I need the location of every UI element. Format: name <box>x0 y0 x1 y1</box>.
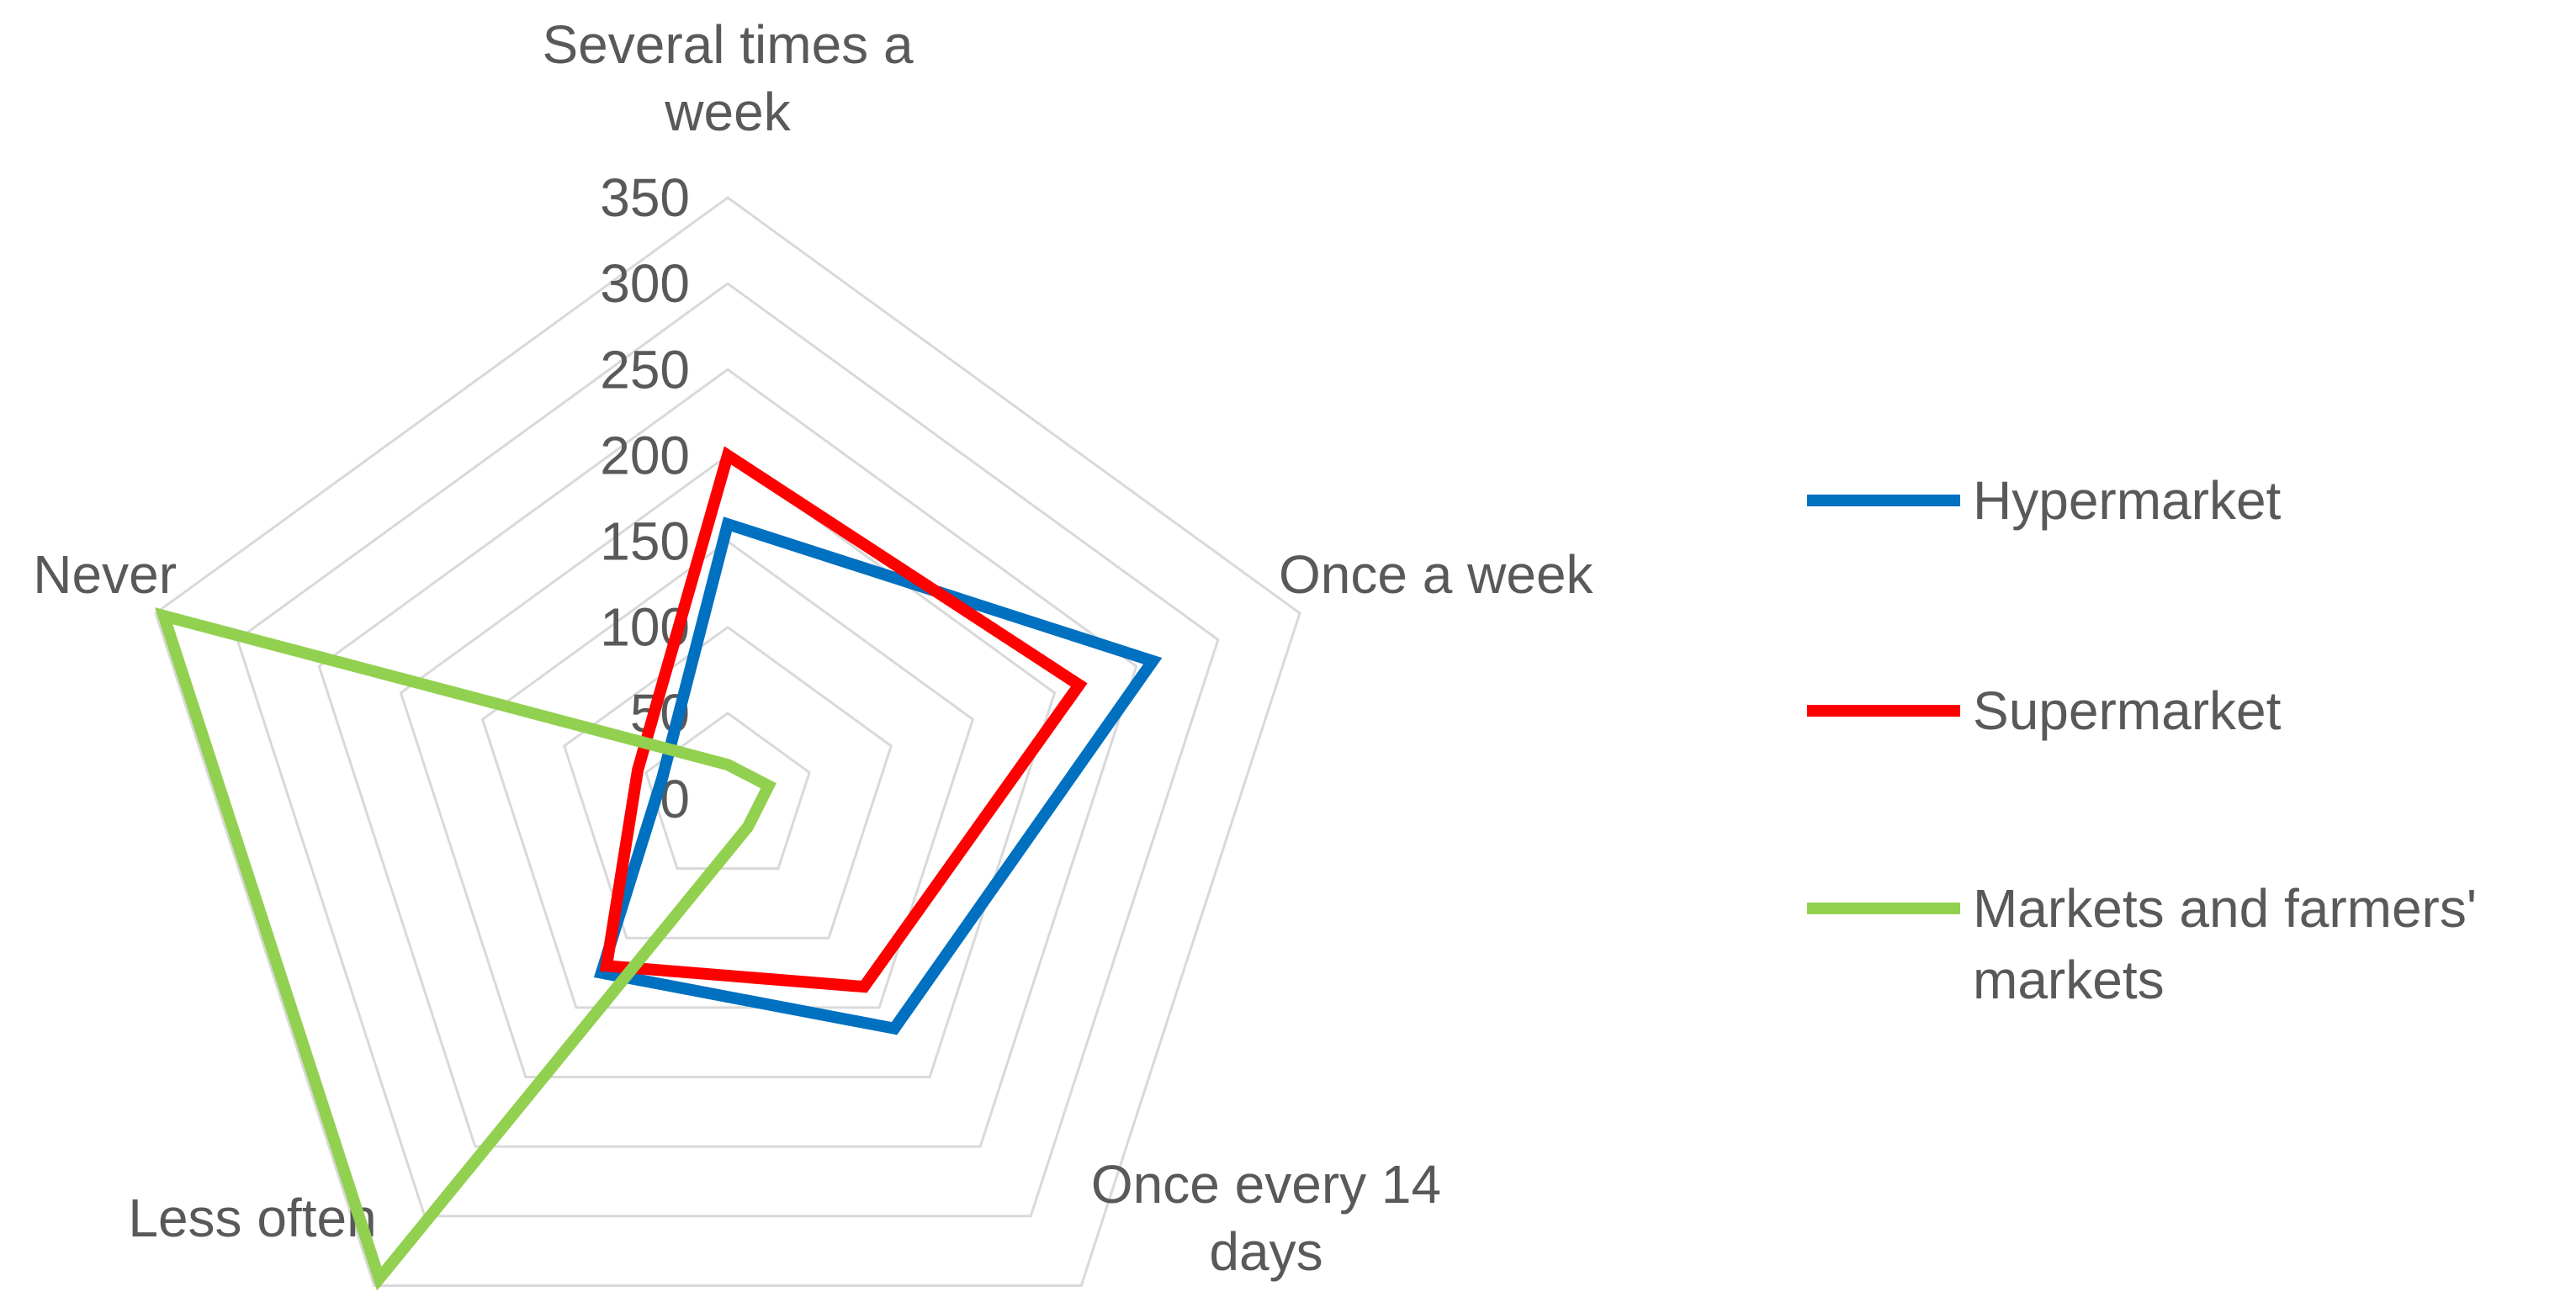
tick-label: 200 <box>600 425 690 485</box>
series-line-1 <box>593 516 1163 1035</box>
category-label: Several times a week <box>542 14 913 142</box>
legend-label: Hypermarket <box>1973 470 2282 531</box>
series-line-2 <box>599 446 1088 993</box>
data-series <box>155 446 1163 1291</box>
tick-label: 300 <box>600 253 690 314</box>
legend-label: Supermarket <box>1973 680 2282 741</box>
category-labels: Several times a week Once a week Once every… <box>33 14 1593 1282</box>
category-label: Once a week <box>1279 544 1594 605</box>
legend: Hypermarket Supermarket Markets and farmer… <box>1807 470 2477 1010</box>
grid-ring-150 <box>480 539 975 1009</box>
tick-label: 350 <box>600 167 690 228</box>
grid-ring-200 <box>399 453 1057 1079</box>
category-label: Less often <box>128 1188 376 1248</box>
grid-ring-300 <box>236 282 1220 1218</box>
grid-ring-350 <box>154 196 1301 1287</box>
legend-label: Markets and farmers' markets <box>1973 878 2477 1010</box>
category-label: Never <box>33 544 177 605</box>
radar-grid <box>154 196 1301 1287</box>
tick-label: 150 <box>600 511 690 572</box>
category-label: Once every 14 days <box>1091 1154 1441 1282</box>
tick-label: 250 <box>600 339 690 400</box>
grid-ring-50 <box>644 712 811 871</box>
series-line-3 <box>155 607 777 1291</box>
grid-ring-250 <box>317 368 1138 1148</box>
